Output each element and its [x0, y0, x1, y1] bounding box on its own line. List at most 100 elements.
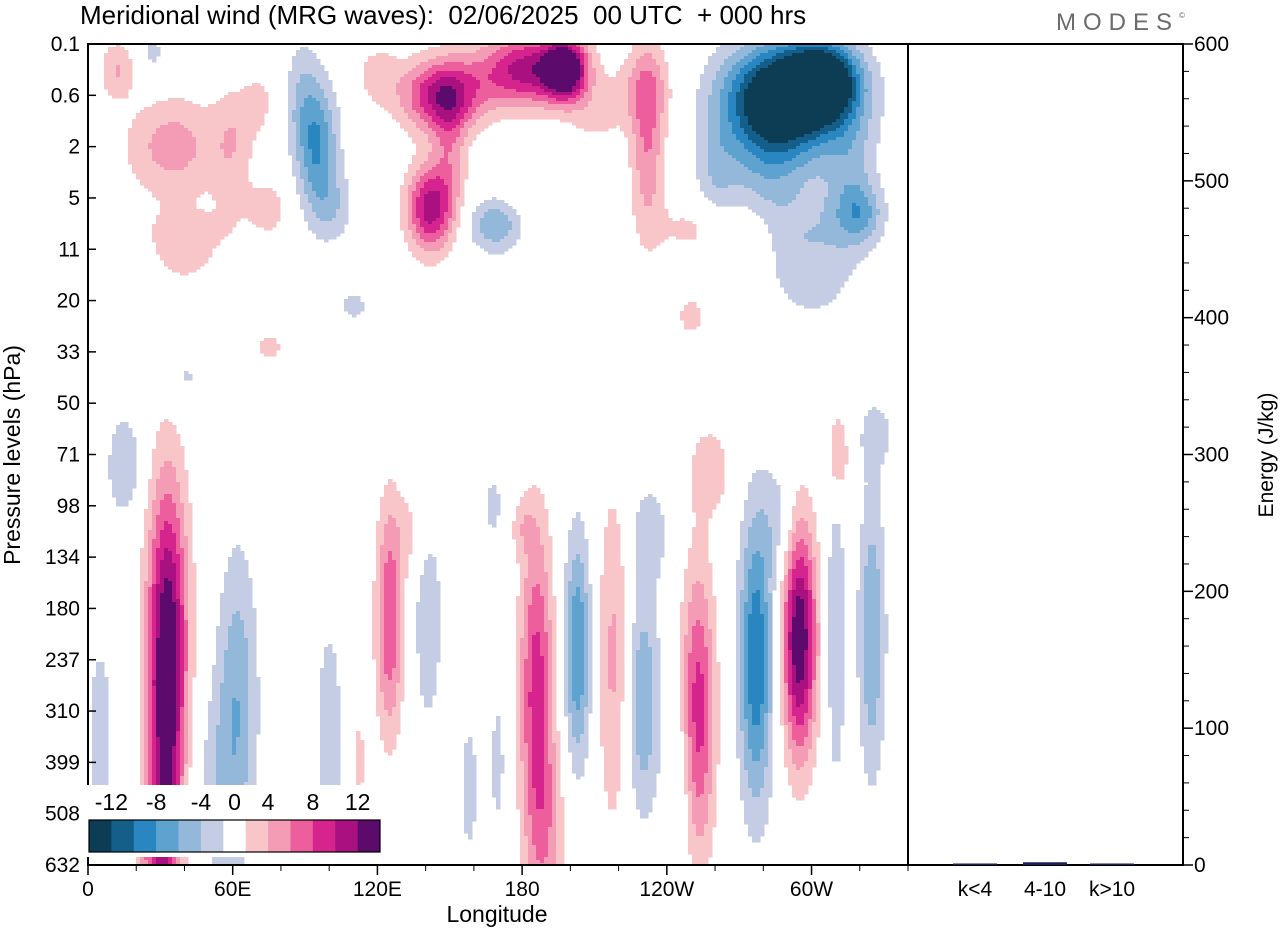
heatmap-cell — [416, 62, 421, 66]
heatmap-cell — [296, 56, 301, 60]
heatmap-cell — [516, 65, 521, 69]
heatmap-cell — [640, 68, 645, 72]
heatmap-cell — [548, 74, 553, 78]
heatmap-cell — [780, 47, 785, 51]
heatmap-cell — [868, 50, 873, 54]
heatmap-cell — [380, 74, 385, 78]
heatmap-cell — [312, 68, 317, 72]
heatmap-cell — [472, 50, 477, 54]
heatmap-cell — [656, 53, 661, 57]
heatmap-cell — [388, 77, 393, 81]
heatmap-cell — [828, 74, 833, 78]
heatmap-cell — [380, 65, 385, 69]
heatmap-cell — [740, 65, 745, 69]
heatmap-cell — [856, 53, 861, 57]
heatmap-cell — [320, 83, 325, 87]
heatmap-cell — [844, 74, 849, 78]
heatmap-cell — [764, 68, 769, 72]
heatmap-cell — [380, 62, 385, 66]
heatmap-cell — [780, 80, 785, 84]
heatmap-cell — [760, 80, 765, 84]
heatmap-cell — [720, 74, 725, 78]
heatmap-cell — [432, 80, 437, 84]
heatmap-cell — [504, 71, 509, 75]
heatmap-cell — [588, 62, 593, 66]
heatmap-cell — [396, 62, 401, 66]
heatmap-cell — [804, 74, 809, 78]
heatmap-cell — [436, 71, 441, 75]
heatmap-cell — [444, 71, 449, 75]
heatmap-cell — [772, 65, 777, 69]
heatmap-cell — [804, 56, 809, 60]
heatmap-cell — [612, 80, 617, 84]
heatmap-cell — [304, 47, 309, 51]
heatmap-cell — [552, 80, 557, 84]
heatmap-cell — [752, 77, 757, 81]
heatmap-cell — [780, 50, 785, 54]
heatmap-cell — [580, 47, 585, 51]
heatmap-cell — [388, 59, 393, 63]
heatmap-cell — [364, 62, 369, 66]
heatmap-cell — [836, 56, 841, 60]
heatmap-cell — [432, 62, 437, 66]
heatmap-cell — [700, 74, 705, 78]
heatmap-cell — [828, 59, 833, 63]
heatmap-cell — [536, 77, 541, 81]
heatmap-cell — [784, 71, 789, 75]
heatmap-cell — [652, 47, 657, 51]
heatmap-cell — [572, 77, 577, 81]
heatmap-cell — [848, 71, 853, 75]
heatmap-cell — [824, 68, 829, 72]
heatmap-cell — [368, 65, 373, 69]
heatmap-cell — [796, 56, 801, 60]
heatmap-cell — [484, 74, 489, 78]
heatmap-cell — [748, 62, 753, 66]
heatmap-cell — [500, 74, 505, 78]
heatmap-cell — [432, 71, 437, 75]
heatmap-cell — [740, 71, 745, 75]
heatmap-cell — [380, 80, 385, 84]
heatmap-cell — [780, 68, 785, 72]
heatmap-cell — [508, 74, 513, 78]
heatmap-cell — [516, 80, 521, 84]
heatmap-cell — [372, 68, 377, 72]
heatmap-cell — [756, 65, 761, 69]
heatmap-cell — [560, 53, 565, 57]
heatmap-cell — [464, 53, 469, 57]
heatmap-cell — [496, 77, 501, 81]
heatmap-cell — [780, 59, 785, 63]
heatmap-cell — [448, 50, 453, 54]
heatmap-cell — [380, 83, 385, 87]
heatmap-cell — [452, 56, 457, 60]
heatmap-cell — [524, 47, 529, 51]
heatmap-cell — [532, 68, 537, 72]
heatmap-cell — [704, 74, 709, 78]
heatmap-cell — [588, 74, 593, 78]
heatmap-cell — [700, 77, 705, 81]
heatmap-cell — [580, 53, 585, 57]
heatmap-cell — [480, 74, 485, 78]
heatmap-cell — [792, 80, 797, 84]
heatmap-cell — [468, 71, 473, 75]
heatmap-cell — [640, 71, 645, 75]
heatmap-cell — [852, 50, 857, 54]
heatmap-cell — [120, 62, 125, 66]
heatmap-cell — [456, 47, 461, 51]
heatmap-cell — [544, 50, 549, 54]
heatmap-cell — [304, 62, 309, 66]
heatmap-cell — [508, 65, 513, 69]
heatmap-cell — [428, 68, 433, 72]
heatmap-cell — [832, 65, 837, 69]
heatmap-cell — [428, 77, 433, 81]
heatmap-cell — [472, 71, 477, 75]
heatmap-cell — [516, 71, 521, 75]
heatmap-cell — [384, 59, 389, 63]
heatmap-cell — [776, 59, 781, 63]
heatmap-cell — [592, 59, 597, 63]
heatmap-cell — [840, 53, 845, 57]
heatmap-cell — [816, 62, 821, 66]
heatmap-cell — [836, 59, 841, 63]
heatmap-cell — [732, 50, 737, 54]
heatmap-cell — [560, 50, 565, 54]
heatmap-cell — [420, 50, 425, 54]
